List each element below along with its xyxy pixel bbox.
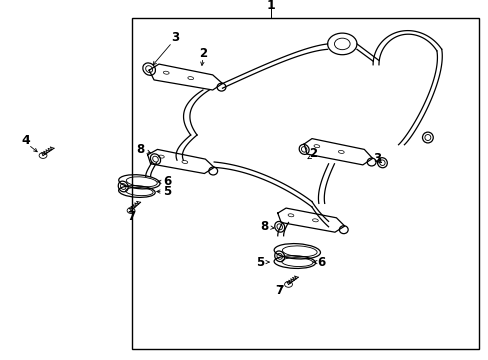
Text: 4: 4 bbox=[21, 134, 30, 147]
Text: 8: 8 bbox=[137, 143, 144, 156]
Text: 3: 3 bbox=[171, 31, 179, 44]
Text: 3: 3 bbox=[373, 152, 381, 165]
Bar bbox=[132, 18, 478, 349]
Text: 5: 5 bbox=[163, 185, 171, 198]
Text: 7: 7 bbox=[127, 210, 135, 223]
Text: 1: 1 bbox=[266, 0, 275, 12]
Text: 2: 2 bbox=[199, 47, 206, 60]
Text: 2: 2 bbox=[308, 147, 316, 159]
Text: 6: 6 bbox=[317, 256, 325, 269]
Text: 6: 6 bbox=[163, 175, 171, 188]
Text: 8: 8 bbox=[260, 220, 267, 233]
Text: 5: 5 bbox=[256, 256, 264, 269]
Text: 7: 7 bbox=[275, 284, 283, 297]
